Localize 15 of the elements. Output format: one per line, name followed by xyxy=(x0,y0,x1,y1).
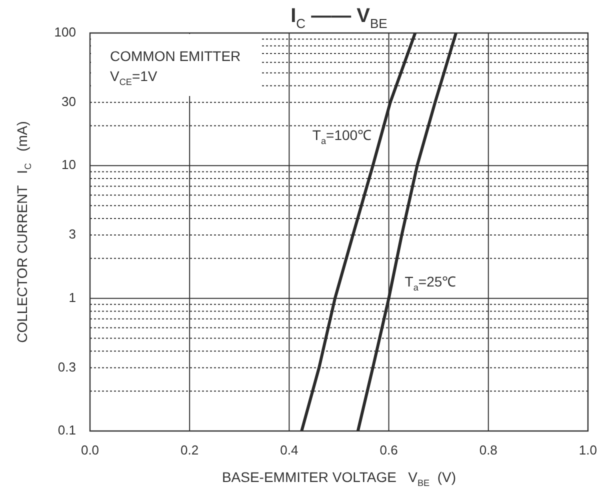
y-tick-label: 30 xyxy=(62,94,76,109)
annotation: COMMON EMITTER xyxy=(110,48,241,64)
x-tick-label: 1.0 xyxy=(578,442,598,458)
x-tick-label: 0.0 xyxy=(80,442,100,458)
x-tick-label: 0.2 xyxy=(180,442,199,458)
y-tick-label: 0.3 xyxy=(58,359,76,374)
x-tick-label: 0.6 xyxy=(380,442,398,458)
y-tick-label: 0.1 xyxy=(58,422,76,438)
y-tick-label: 100 xyxy=(54,24,76,40)
y-tick-label: 10 xyxy=(62,157,76,172)
text: COLLECTOR CURRENT IC (mA) xyxy=(14,121,34,343)
x-tick-label: 0.8 xyxy=(479,442,498,458)
y-tick-label: 1 xyxy=(68,290,76,305)
y-tick-label: 3 xyxy=(68,226,76,242)
x-tick-label: 0.4 xyxy=(280,442,298,458)
